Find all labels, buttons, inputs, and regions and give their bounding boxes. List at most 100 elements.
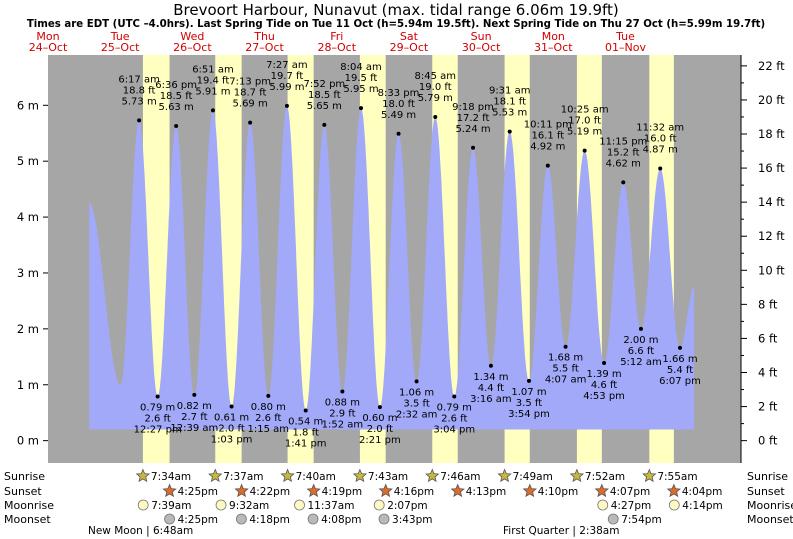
tide-low-h-label: 1.06 m [399, 387, 434, 398]
tide-high-time-label: 10:11 pm [524, 120, 572, 131]
tide-low-time-label: 4:07 am [545, 375, 587, 386]
tide-high-time-label: 9:18 pm [452, 102, 494, 113]
tide-high-ft-label: 18.0 ft [382, 99, 415, 110]
tide-low-time-label: 4:53 pm [583, 391, 625, 402]
tide-low-ft-label: 2.6 ft [144, 413, 170, 424]
tide-low-h-label: 0.61 m [214, 413, 249, 424]
sunset-time: 4:25pm [178, 486, 218, 498]
y-right-tick-label: 2 ft [758, 400, 778, 414]
row-label-left: Moonrise [4, 499, 54, 512]
day-of-week-label: Wed [180, 30, 204, 43]
sunset-time: 4:19pm [322, 486, 362, 498]
y-right-tick-label: 8 ft [758, 297, 778, 311]
tide-low-time-label: 3:16 am [470, 394, 512, 405]
y-right-tick-label: 12 ft [758, 229, 785, 243]
y-right-tick-label: 16 ft [758, 161, 785, 175]
tide-point [248, 120, 253, 125]
tide-high-ft-label: 18.5 ft [308, 90, 341, 101]
day-labels: Mon24–OctTue25–OctWed26–OctThu27–OctFri2… [29, 30, 647, 54]
chart-title: Brevoort Harbour, Nunavut (max. tidal ra… [173, 1, 619, 19]
date-label: 01–Nov [605, 41, 646, 54]
tide-low-h-label: 0.60 m [362, 413, 397, 424]
date-label: 28–Oct [317, 41, 356, 54]
row-label-left: Moonset [4, 513, 51, 526]
tide-point [155, 394, 160, 399]
sunrise-time: 7:49am [513, 471, 553, 483]
tide-high-ft-label: 17.2 ft [457, 113, 490, 124]
tide-point [229, 404, 234, 409]
tide-low-h-label: 1.34 m [473, 372, 508, 383]
tide-low-ft-label: 2.0 ft [218, 424, 244, 435]
tide-high-h-label: 5.63 m [159, 102, 194, 113]
y-left-tick-label: 6 m [17, 98, 39, 112]
tide-low-time-label: 12:39 am [170, 423, 218, 434]
tide-high-h-label: 5.69 m [233, 99, 268, 110]
moonset-icon [607, 513, 619, 525]
tide-low-ft-label: 2.6 ft [255, 413, 281, 424]
tide-high-h-label: 4.92 m [530, 142, 565, 153]
moonset-time: 3:43pm [392, 514, 432, 526]
sunset-time: 4:07pm [610, 486, 650, 498]
tide-high-time-label: 11:15 pm [599, 136, 647, 147]
tide-low-ft-label: 4.6 ft [591, 380, 617, 391]
row-label-right: Moonset [747, 513, 793, 526]
axes: 0 m 1 m 2 m 3 m 4 m 5 m 6 m 0 ft 2 ft 4 ft 6 ft 8 f… [17, 55, 785, 463]
sunrise-icon [135, 468, 151, 483]
tide-low-h-label: 1.39 m [586, 369, 621, 380]
tide-point [526, 378, 531, 383]
tide-high-time-label: 6:51 am [192, 64, 234, 75]
tide-high-time-label: 10:25 am [561, 105, 609, 116]
tide-high-ft-label: 15.2 ft [607, 147, 640, 158]
tide-low-time-label: 1:15 am [248, 424, 290, 435]
moonset-time: 4:25pm [178, 514, 218, 526]
y-left-tick-label: 3 m [17, 266, 39, 280]
tide-high-ft-label: 18.7 ft [234, 88, 267, 99]
moonrise-icon [137, 499, 149, 511]
tide-low-time-label: 3:04 pm [433, 424, 475, 435]
tide-low-ft-label: 2.7 ft [181, 412, 207, 423]
moonrise-icon [215, 499, 227, 511]
tide-low-h-label: 0.79 m [140, 402, 175, 413]
tide-low-time-label: 1:52 am [322, 419, 364, 430]
tide-high-time-label: 9:31 am [489, 86, 531, 97]
moonset-time: 7:54pm [621, 514, 661, 526]
tide-low-ft-label: 2.9 ft [329, 408, 355, 419]
date-label: 25–Oct [101, 41, 140, 54]
tide-low-h-label: 0.54 m [288, 416, 323, 427]
date-label: 24–Oct [29, 41, 68, 54]
tide-low-ft-label: 2.0 ft [367, 424, 393, 435]
tide-point [658, 166, 663, 171]
tide-point [377, 405, 382, 410]
tide-point [414, 379, 419, 384]
moon-phase-label: First Quarter | 2:38am [503, 525, 619, 537]
tide-high-h-label: 5.24 m [455, 124, 490, 135]
tide-high-h-label: 5.65 m [307, 101, 342, 112]
sunrise-icon [280, 468, 295, 483]
moonrise-time: 4:14pm [682, 500, 722, 512]
tide-point [545, 163, 550, 168]
tide-low-ft-label: 3.5 ft [403, 398, 429, 409]
sunset-time: 4:13pm [466, 486, 506, 498]
tide-high-h-label: 5.53 m [492, 108, 527, 119]
tide-low-time-label: 2:32 am [396, 409, 438, 420]
tide-low-time-label: 3:54 pm [508, 409, 550, 420]
date-label: 31–Oct [534, 41, 573, 54]
tide-high-h-label: 5.95 m [343, 84, 378, 95]
day-of-week-label: Mon [542, 30, 565, 43]
tide-high-time-label: 6:17 am [118, 74, 160, 85]
sunset-icon [234, 483, 249, 498]
row-label-left: Sunset [4, 485, 42, 498]
y-right-tick-label: 10 ft [758, 263, 785, 277]
tide-high-h-label: 5.99 m [269, 82, 304, 93]
date-label: 29–Oct [390, 41, 429, 54]
tide-point [488, 363, 493, 368]
moon-phase-label: New Moon | 6:48am [88, 525, 193, 537]
day-of-week-label: Tue [615, 30, 635, 43]
tide-point [284, 103, 289, 108]
tide-area [89, 105, 695, 430]
moonset-time: 4:08pm [321, 514, 361, 526]
row-label-left: Sunrise [4, 470, 45, 483]
tide-high-h-label: 5.91 m [195, 86, 230, 97]
moonrise-icon [597, 499, 609, 511]
